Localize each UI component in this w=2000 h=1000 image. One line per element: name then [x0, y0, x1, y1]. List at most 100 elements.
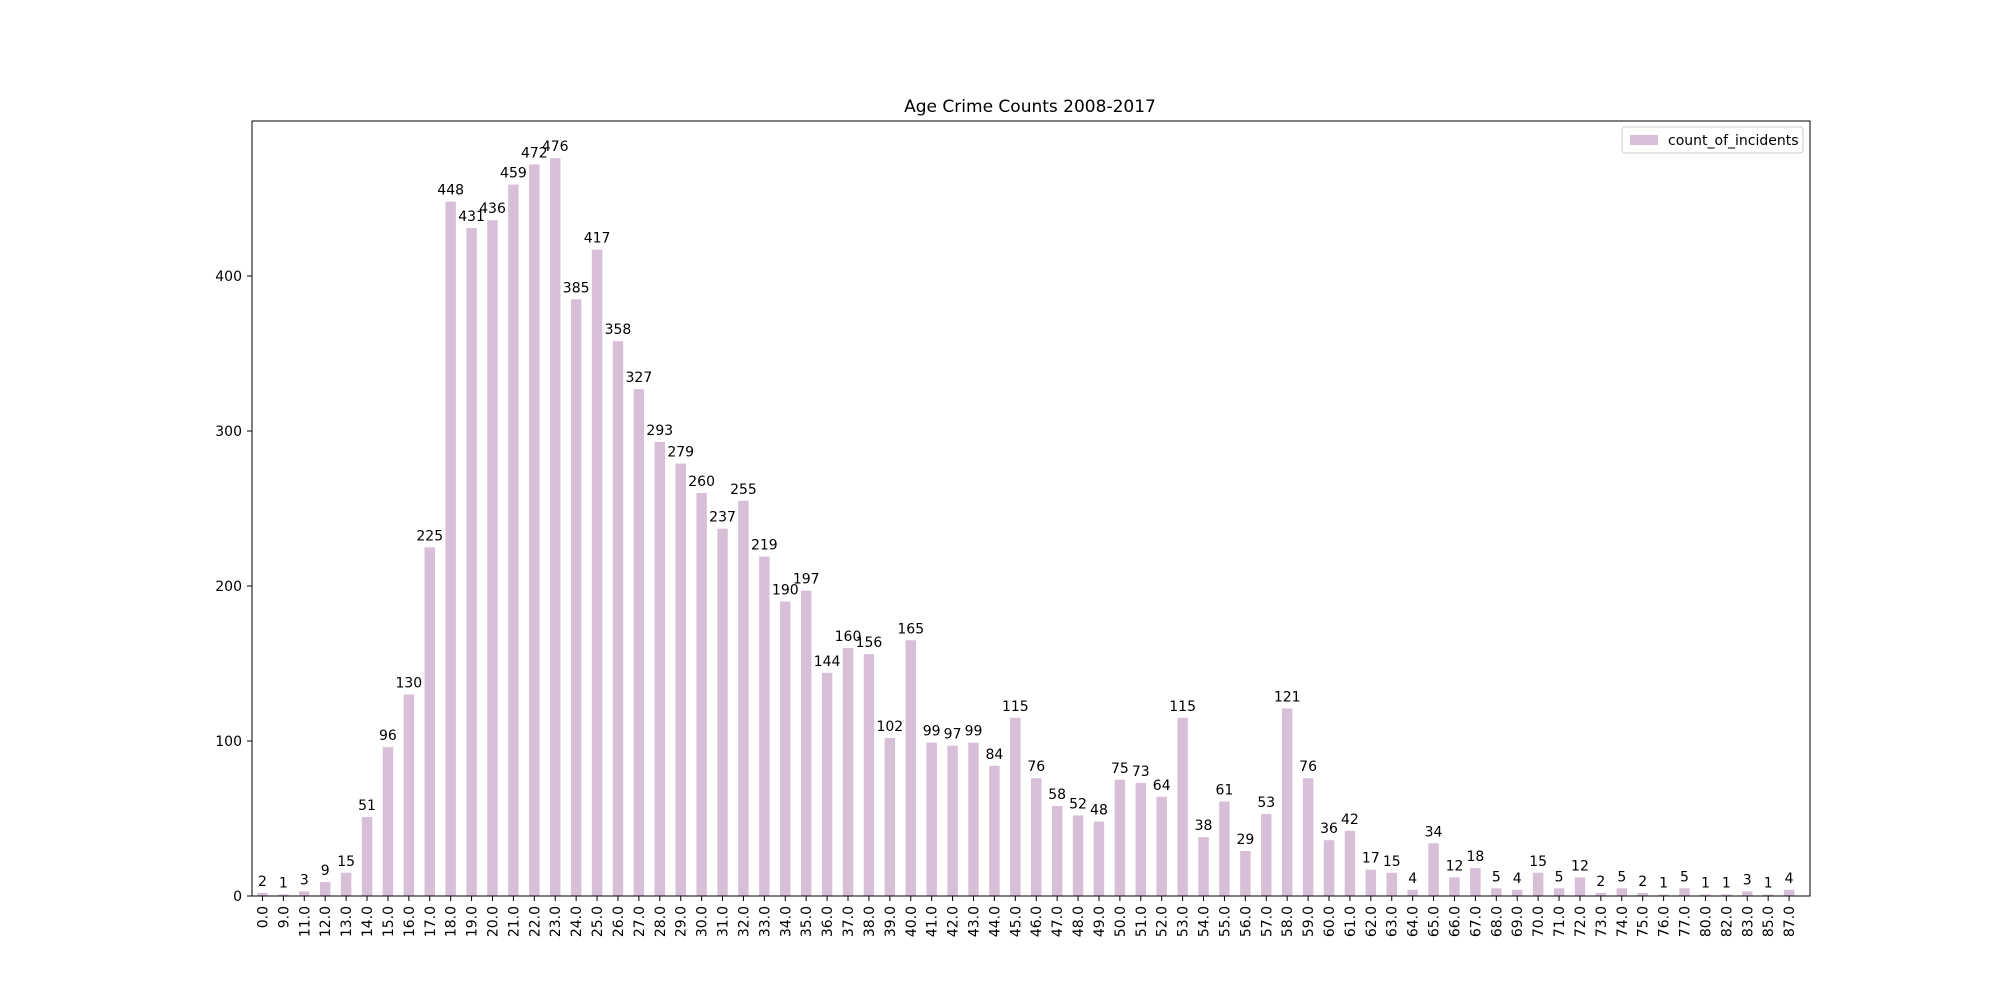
bar-53.0 — [1177, 717, 1188, 896]
data-label-56.0: 29 — [1236, 832, 1254, 848]
bar-19.0 — [466, 227, 477, 896]
data-label-12.0: 9 — [321, 863, 330, 879]
data-label-66.0: 12 — [1446, 858, 1464, 874]
x-tick-label-40.0: 40.0 — [904, 906, 920, 937]
data-label-59.0: 76 — [1299, 759, 1317, 775]
bar-58.0 — [1281, 708, 1293, 896]
data-label-19.0: 431 — [458, 209, 485, 225]
bar-0.0 — [257, 892, 268, 896]
chart-title: Age Crime Counts 2008-2017 — [904, 97, 1156, 117]
x-tick-label-28.0: 28.0 — [653, 906, 669, 937]
bar-43.0 — [968, 742, 979, 896]
x-tick-label-56.0: 56.0 — [1238, 906, 1254, 937]
x-tick-label-62.0: 62.0 — [1364, 906, 1380, 937]
bar-48.0 — [1072, 815, 1084, 896]
bar-74.0 — [1616, 888, 1628, 896]
bar-52.0 — [1156, 796, 1167, 896]
x-tick-label-36.0: 36.0 — [820, 906, 836, 937]
data-label-58.0: 121 — [1274, 689, 1301, 705]
bar-62.0 — [1365, 869, 1377, 896]
bar-83.0 — [1742, 891, 1753, 896]
data-label-43.0: 99 — [965, 724, 983, 740]
bar-60.0 — [1323, 840, 1335, 896]
data-label-87.0: 4 — [1785, 871, 1794, 887]
bar-57.0 — [1261, 813, 1272, 896]
bar-65.0 — [1428, 843, 1439, 896]
bar-70.0 — [1532, 872, 1544, 896]
data-label-74.0: 5 — [1617, 869, 1626, 885]
data-label-34.0: 190 — [772, 583, 799, 599]
x-tick-label-85.0: 85.0 — [1761, 906, 1777, 937]
data-label-29.0: 279 — [667, 445, 694, 461]
bar-72.0 — [1574, 877, 1586, 896]
bar-16.0 — [403, 694, 415, 896]
x-tick-label-60.0: 60.0 — [1322, 906, 1338, 937]
x-tick-label-30.0: 30.0 — [695, 906, 711, 937]
bar-59.0 — [1302, 778, 1314, 896]
x-tick-label-41.0: 41.0 — [925, 906, 941, 937]
data-label-30.0: 260 — [688, 474, 715, 490]
x-tick-label-75.0: 75.0 — [1636, 906, 1652, 937]
x-tick-label-83.0: 83.0 — [1740, 906, 1756, 937]
x-tick-label-35.0: 35.0 — [799, 906, 815, 937]
data-label-15.0: 96 — [379, 728, 397, 744]
x-tick-label-15.0: 15.0 — [381, 906, 397, 937]
y-tick-label-400: 400 — [215, 269, 242, 285]
x-tick-label-73.0: 73.0 — [1594, 906, 1610, 937]
data-label-83.0: 3 — [1743, 872, 1752, 888]
data-label-71.0: 5 — [1555, 869, 1564, 885]
x-tick-label-61.0: 61.0 — [1343, 906, 1359, 937]
x-tick-label-71.0: 71.0 — [1552, 906, 1568, 937]
data-label-64.0: 4 — [1408, 871, 1417, 887]
data-label-75.0: 2 — [1638, 874, 1647, 890]
data-label-18.0: 448 — [437, 183, 464, 199]
x-tick-label-14.0: 14.0 — [360, 906, 376, 937]
data-label-38.0: 156 — [856, 635, 883, 651]
bar-35.0 — [800, 590, 812, 896]
bar-20.0 — [487, 220, 498, 896]
data-label-9.0: 1 — [279, 875, 288, 891]
data-label-80.0: 1 — [1701, 875, 1710, 891]
x-tick-label-34.0: 34.0 — [778, 906, 794, 937]
data-label-76.0: 1 — [1659, 875, 1668, 891]
data-label-28.0: 293 — [646, 423, 673, 439]
y-tick-label-100: 100 — [215, 734, 242, 750]
bar-38.0 — [863, 654, 875, 896]
x-tick-label-46.0: 46.0 — [1029, 906, 1045, 937]
bar-13.0 — [340, 872, 352, 896]
bar-44.0 — [989, 765, 1000, 896]
data-label-55.0: 61 — [1216, 782, 1234, 798]
data-label-17.0: 225 — [416, 528, 443, 544]
x-tick-label-59.0: 59.0 — [1301, 906, 1317, 937]
legend-box — [1621, 126, 1804, 154]
y-axis: 0 100 200 300 400 — [215, 269, 252, 905]
bar-36.0 — [821, 672, 833, 896]
bar-68.0 — [1491, 888, 1502, 896]
data-label-44.0: 84 — [985, 747, 1003, 763]
data-label-37.0: 160 — [835, 629, 862, 645]
legend: count_of_incidents — [1621, 126, 1804, 154]
x-tick-label-0.0: 0.0 — [255, 906, 271, 928]
bar-26.0 — [612, 341, 624, 897]
data-label-36.0: 144 — [814, 654, 841, 670]
bar-24.0 — [570, 299, 582, 896]
bar-85.0 — [1762, 894, 1774, 896]
x-tick-label-50.0: 50.0 — [1113, 906, 1129, 937]
x-tick-label-9.0: 9.0 — [276, 906, 292, 928]
bar-73.0 — [1595, 892, 1607, 896]
x-tick-label-77.0: 77.0 — [1678, 906, 1694, 937]
data-label-85.0: 1 — [1764, 875, 1773, 891]
data-label-13.0: 15 — [337, 854, 355, 870]
bar-64.0 — [1407, 889, 1418, 896]
bar-69.0 — [1511, 889, 1523, 896]
x-tick-label-29.0: 29.0 — [674, 906, 690, 937]
x-tick-label-12.0: 12.0 — [318, 906, 334, 937]
bar-17.0 — [424, 547, 435, 896]
data-label-68.0: 5 — [1492, 869, 1501, 885]
data-label-0.0: 2 — [258, 874, 267, 890]
x-tick-label-69.0: 69.0 — [1510, 906, 1526, 937]
x-tick-label-47.0: 47.0 — [1050, 906, 1066, 937]
x-tick-label-22.0: 22.0 — [527, 906, 543, 937]
data-label-11.0: 3 — [300, 872, 309, 888]
data-label-24.0: 385 — [563, 280, 590, 296]
